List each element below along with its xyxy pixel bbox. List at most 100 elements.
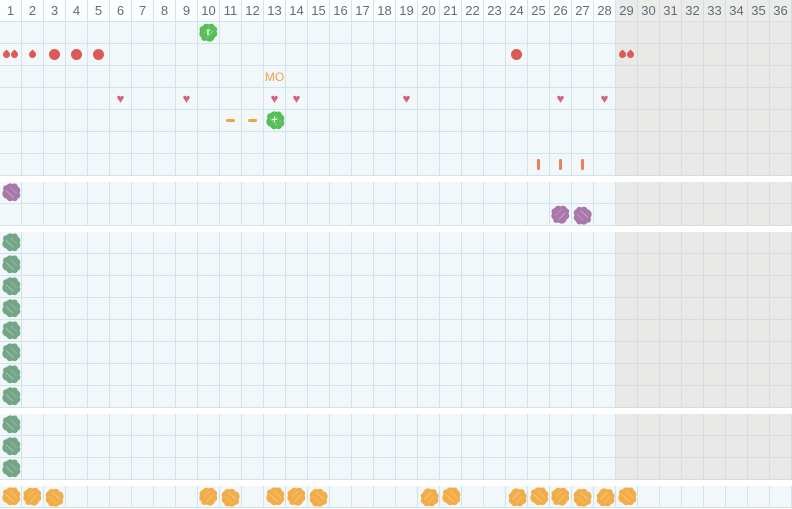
day-cell[interactable] xyxy=(594,386,616,408)
day-cell[interactable] xyxy=(176,364,198,386)
day-cell[interactable] xyxy=(286,110,308,132)
day-cell[interactable] xyxy=(616,110,638,132)
day-cell[interactable] xyxy=(330,486,352,508)
day-cell[interactable] xyxy=(484,414,506,436)
day-cell[interactable] xyxy=(132,66,154,88)
day-cell[interactable] xyxy=(198,44,220,66)
day-cell[interactable] xyxy=(572,276,594,298)
day-cell[interactable] xyxy=(726,342,748,364)
day-cell[interactable] xyxy=(352,414,374,436)
day-cell[interactable] xyxy=(44,298,66,320)
day-cell[interactable] xyxy=(396,364,418,386)
day-cell[interactable] xyxy=(616,44,638,66)
day-cell[interactable] xyxy=(242,154,264,176)
day-cell[interactable] xyxy=(220,342,242,364)
day-cell[interactable] xyxy=(0,44,22,66)
day-cell[interactable] xyxy=(726,66,748,88)
day-cell[interactable] xyxy=(572,66,594,88)
day-cell[interactable] xyxy=(484,154,506,176)
day-cell[interactable] xyxy=(374,44,396,66)
day-cell[interactable] xyxy=(704,342,726,364)
day-cell[interactable] xyxy=(132,320,154,342)
day-cell[interactable] xyxy=(220,22,242,44)
day-cell[interactable] xyxy=(396,44,418,66)
day-cell[interactable] xyxy=(594,458,616,480)
day-cell[interactable] xyxy=(44,436,66,458)
day-cell[interactable] xyxy=(132,204,154,226)
day-cell[interactable] xyxy=(286,44,308,66)
day-cell[interactable] xyxy=(110,110,132,132)
day-cell[interactable] xyxy=(286,66,308,88)
day-cell[interactable] xyxy=(726,254,748,276)
day-cell[interactable] xyxy=(352,182,374,204)
day-cell[interactable] xyxy=(616,364,638,386)
day-cell[interactable] xyxy=(550,276,572,298)
day-cell[interactable] xyxy=(0,436,22,458)
day-cell[interactable] xyxy=(308,110,330,132)
day-cell[interactable] xyxy=(220,232,242,254)
day-cell[interactable] xyxy=(638,44,660,66)
day-cell[interactable] xyxy=(440,436,462,458)
day-cell[interactable] xyxy=(572,44,594,66)
day-cell[interactable] xyxy=(462,458,484,480)
day-cell[interactable] xyxy=(264,254,286,276)
day-cell[interactable] xyxy=(242,132,264,154)
day-cell[interactable] xyxy=(462,436,484,458)
day-cell[interactable] xyxy=(770,298,792,320)
day-cell[interactable] xyxy=(396,110,418,132)
day-cell[interactable] xyxy=(352,44,374,66)
day-cell[interactable] xyxy=(198,154,220,176)
day-cell[interactable] xyxy=(638,436,660,458)
day-cell[interactable] xyxy=(528,254,550,276)
day-cell[interactable] xyxy=(330,66,352,88)
day-cell[interactable] xyxy=(660,110,682,132)
day-cell[interactable] xyxy=(374,232,396,254)
day-cell[interactable] xyxy=(88,154,110,176)
day-cell[interactable] xyxy=(748,342,770,364)
day-cell[interactable] xyxy=(704,44,726,66)
day-cell[interactable] xyxy=(572,414,594,436)
day-cell[interactable] xyxy=(286,204,308,226)
day-cell[interactable] xyxy=(550,22,572,44)
day-cell[interactable] xyxy=(550,298,572,320)
day-cell[interactable] xyxy=(418,232,440,254)
day-cell[interactable] xyxy=(44,320,66,342)
day-cell[interactable] xyxy=(242,232,264,254)
day-cell[interactable] xyxy=(242,254,264,276)
day-cell[interactable] xyxy=(374,22,396,44)
day-cell[interactable] xyxy=(770,182,792,204)
day-cell[interactable] xyxy=(638,342,660,364)
day-cell[interactable] xyxy=(638,22,660,44)
day-cell[interactable] xyxy=(616,88,638,110)
day-cell[interactable] xyxy=(528,44,550,66)
day-cell[interactable] xyxy=(264,320,286,342)
day-cell[interactable] xyxy=(110,66,132,88)
day-cell[interactable] xyxy=(550,414,572,436)
day-cell[interactable] xyxy=(88,66,110,88)
day-cell[interactable] xyxy=(352,276,374,298)
day-cell[interactable] xyxy=(374,320,396,342)
day-cell[interactable] xyxy=(638,254,660,276)
day-cell[interactable] xyxy=(616,486,638,508)
day-cell[interactable] xyxy=(528,66,550,88)
day-cell[interactable] xyxy=(418,22,440,44)
day-cell[interactable] xyxy=(396,254,418,276)
day-cell[interactable] xyxy=(176,298,198,320)
day-cell[interactable] xyxy=(352,342,374,364)
day-cell[interactable] xyxy=(22,154,44,176)
day-cell[interactable] xyxy=(638,232,660,254)
day-cell[interactable] xyxy=(220,44,242,66)
day-cell[interactable] xyxy=(330,204,352,226)
day-cell[interactable] xyxy=(506,298,528,320)
day-cell[interactable] xyxy=(396,232,418,254)
day-cell[interactable] xyxy=(286,254,308,276)
day-cell[interactable] xyxy=(0,254,22,276)
day-cell[interactable] xyxy=(176,204,198,226)
day-cell[interactable] xyxy=(308,44,330,66)
day-cell[interactable] xyxy=(418,414,440,436)
day-cell[interactable] xyxy=(396,298,418,320)
day-cell[interactable] xyxy=(770,386,792,408)
day-cell[interactable] xyxy=(264,204,286,226)
day-cell[interactable] xyxy=(88,204,110,226)
day-cell[interactable] xyxy=(110,44,132,66)
